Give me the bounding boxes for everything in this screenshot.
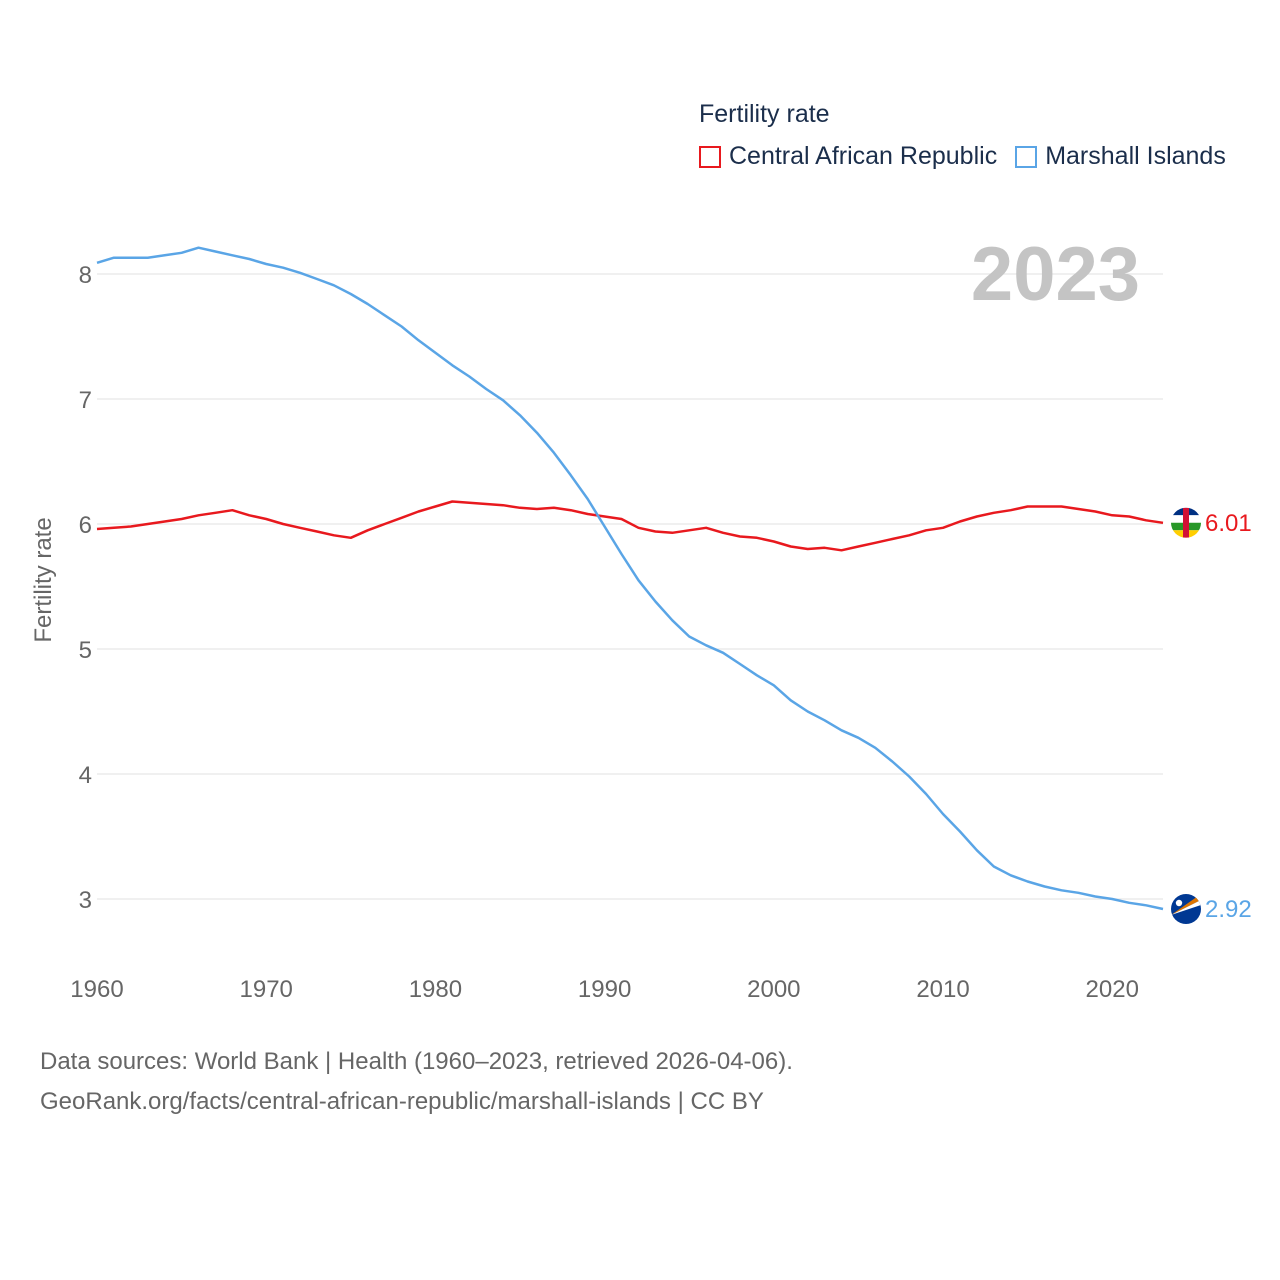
x-tick-label-1980: 1980	[409, 976, 462, 1003]
legend-item-marshall-islands[interactable]: Marshall Islands	[1015, 142, 1226, 171]
flag-icon-central-african-republic	[1171, 507, 1201, 538]
legend-swatch-marshall-islands	[1015, 145, 1038, 168]
y-tick-label-8: 8	[79, 262, 92, 289]
y-tick-label-7: 7	[79, 387, 92, 414]
x-tick-label-1990: 1990	[578, 976, 631, 1003]
source-line-1: Data sources: World Bank | Health (1960–…	[40, 1048, 793, 1075]
legend: Central African Republic Marshall Island…	[699, 142, 1244, 171]
y-tick-label-6: 6	[79, 512, 92, 539]
source-line-2[interactable]: GeoRank.org/facts/central-african-republ…	[40, 1088, 764, 1115]
legend-label-central-african-republic: Central African Republic	[729, 142, 998, 170]
year-label: 2023	[971, 232, 1140, 317]
series-line-central-african-republic[interactable]	[96, 500, 1164, 552]
y-tick-label-4: 4	[79, 762, 92, 789]
x-tick-label-2020: 2020	[1086, 976, 1139, 1003]
y-axis-ticks: 3 4 5 6 7 8	[79, 262, 92, 914]
series-end-markers: 6.01 2.92	[1171, 507, 1252, 924]
x-tick-label-2000: 2000	[747, 976, 800, 1003]
y-axis-title: Fertility rate	[30, 517, 57, 642]
flag-icon-marshall-islands	[1171, 894, 1201, 924]
end-value-label-marshall-islands: 2.92	[1205, 896, 1252, 923]
series-lines	[96, 246, 1164, 911]
y-tick-label-3: 3	[79, 887, 92, 914]
end-value-label-central-african-republic: 6.01	[1205, 510, 1252, 537]
fertility-rate-chart: 3 4 5 6 7 8 1960 1970 1980 1990 2000 2010 2020 2023…	[30, 232, 1252, 1003]
legend-swatch-central-african-republic	[699, 145, 721, 168]
x-tick-label-1960: 1960	[70, 976, 123, 1003]
x-tick-label-1970: 1970	[240, 976, 293, 1003]
y-tick-label-5: 5	[79, 637, 92, 664]
data-source-note: Data sources: World Bank | Health (1960–…	[40, 1042, 793, 1122]
x-axis-ticks: 1960 1970 1980 1990 2000 2010 2020	[70, 976, 1139, 1003]
legend-item-central-african-republic[interactable]: Central African Republic	[699, 142, 997, 171]
series-line-marshall-islands[interactable]	[96, 246, 1164, 911]
gridlines	[97, 273, 1163, 900]
legend-label-marshall-islands: Marshall Islands	[1045, 142, 1226, 170]
legend-title: Fertility rate	[699, 100, 830, 128]
x-tick-label-2010: 2010	[916, 976, 969, 1003]
